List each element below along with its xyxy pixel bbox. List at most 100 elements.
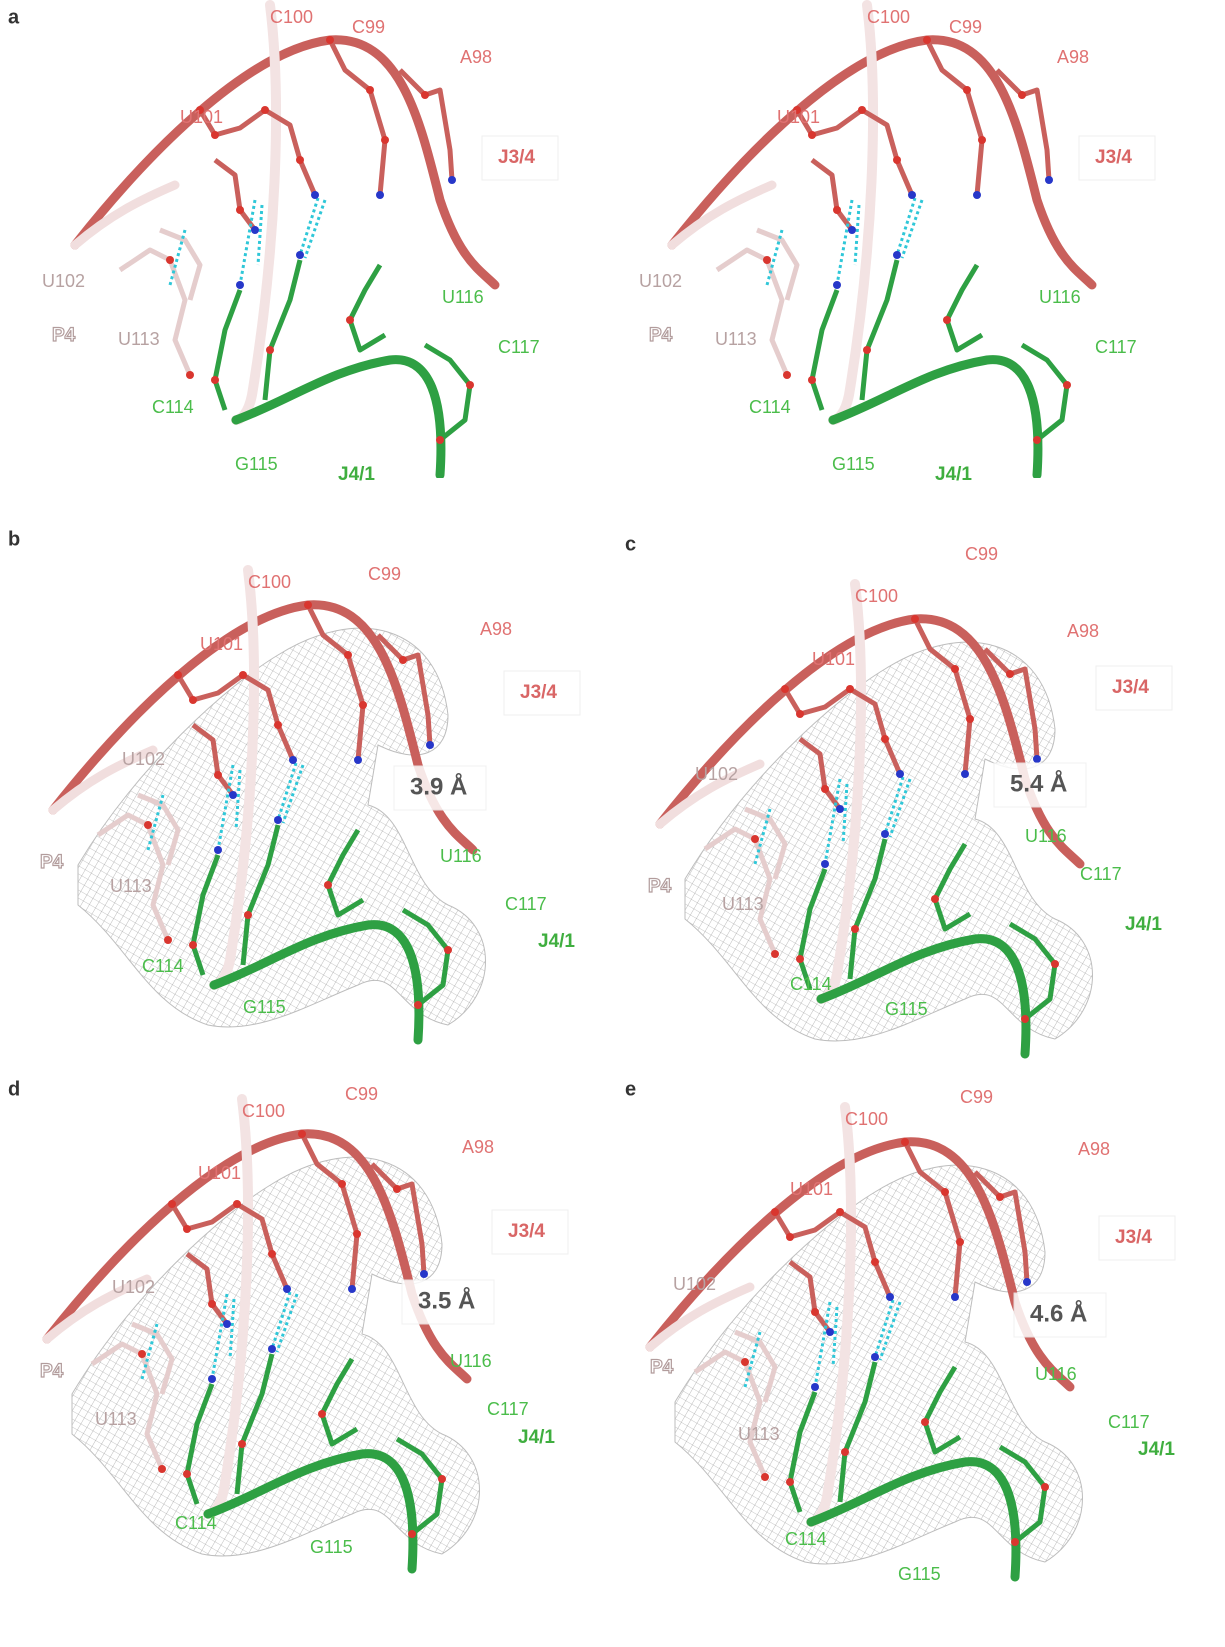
atom-nitrogen: [208, 1375, 216, 1383]
atom-nitrogen: [214, 846, 222, 854]
residue-label: P4: [40, 852, 64, 873]
residue-label: U116: [1025, 826, 1067, 846]
atom-nitrogen: [251, 226, 259, 234]
atom-oxygen: [893, 156, 901, 164]
atom-oxygen: [438, 1475, 446, 1483]
panel-letter: b: [8, 528, 20, 550]
atom-nitrogen: [376, 191, 384, 199]
atom-oxygen: [189, 941, 197, 949]
structure: [660, 584, 1093, 1054]
atom-oxygen: [138, 1350, 146, 1358]
atom-oxygen: [1033, 436, 1041, 444]
residue-stick: [717, 250, 787, 375]
residue-label: U116: [442, 287, 484, 307]
atom-oxygen: [846, 685, 854, 693]
atom-oxygen: [943, 316, 951, 324]
residue-stick: [215, 160, 255, 230]
atom-oxygen: [796, 955, 804, 963]
figure: a C100 C99 A98 U101 J3/4 U102 U116 P4 U113 C117 C11…: [0, 0, 1225, 1642]
residue-label: C100: [248, 572, 291, 592]
backbone-p4: [75, 185, 175, 245]
residue-label: C99: [960, 1087, 993, 1107]
residue-label: C100: [845, 1109, 888, 1129]
atom-oxygen: [1063, 381, 1071, 389]
atom-oxygen: [338, 1180, 346, 1188]
residue-label: J3/4: [1095, 147, 1132, 168]
atom-oxygen: [158, 1465, 166, 1473]
atom-oxygen: [851, 925, 859, 933]
residue-stick: [215, 290, 240, 410]
residue-label: C117: [1095, 337, 1137, 357]
residue-label: U116: [1039, 287, 1081, 307]
residue-label: C99: [345, 1084, 378, 1104]
residue-stick: [812, 160, 852, 230]
atom-oxygen: [783, 371, 791, 379]
residue-label: C114: [749, 397, 791, 417]
atom-oxygen: [268, 1250, 276, 1258]
atom-oxygen: [956, 1238, 964, 1246]
atom-oxygen: [763, 256, 771, 264]
residue-label: C117: [487, 1399, 529, 1419]
residue-label: C117: [498, 337, 540, 357]
atom-nitrogen: [223, 1320, 231, 1328]
atom-oxygen: [408, 1530, 416, 1538]
residue-label: J3/4: [1115, 1227, 1152, 1248]
atom-oxygen: [761, 1473, 769, 1481]
atom-oxygen: [931, 895, 939, 903]
body: a C100 C99 A98 U101 J3/4 U102 U116 P4 U113 C117 C11…: [0, 0, 1225, 1642]
residue-label: J4/1: [1125, 914, 1162, 935]
atom-oxygen: [836, 1208, 844, 1216]
residue-label: C117: [505, 894, 547, 914]
atom-oxygen: [786, 1478, 794, 1486]
residue-label: C114: [152, 397, 194, 417]
residue-label: G115: [898, 1564, 941, 1584]
structure: [587, 5, 1207, 518]
panel-letter: a: [8, 6, 20, 28]
residue-label: P4: [648, 876, 672, 897]
residue-label: C99: [352, 17, 385, 37]
atom-oxygen: [786, 1233, 794, 1241]
residue-label: U101: [790, 1179, 833, 1199]
atom-oxygen: [304, 601, 312, 609]
atom-nitrogen: [848, 226, 856, 234]
atom-nitrogen: [1033, 755, 1041, 763]
residue-label: A98: [460, 47, 492, 67]
residue-label: C100: [867, 7, 910, 27]
residue-label: G115: [885, 999, 928, 1019]
residue-label: U102: [112, 1277, 155, 1297]
atom-oxygen: [174, 671, 182, 679]
residue-label: G115: [235, 454, 278, 474]
atom-oxygen: [923, 36, 931, 44]
atom-oxygen: [381, 136, 389, 144]
residue-label: P4: [52, 325, 76, 346]
backbone-j34: [75, 40, 495, 285]
atom-oxygen: [144, 821, 152, 829]
residue-label: C114: [785, 1529, 827, 1549]
atom-nitrogen: [886, 1293, 894, 1301]
residue-label: J3/4: [520, 682, 557, 703]
residue-label: U116: [1035, 1364, 1077, 1384]
residue-label: C114: [175, 1513, 217, 1533]
atom-oxygen: [796, 710, 804, 718]
atom-oxygen: [741, 1358, 749, 1366]
residue-label: U102: [639, 271, 682, 291]
atom-oxygen: [164, 936, 172, 944]
atom-nitrogen: [311, 191, 319, 199]
panel-letter: c: [625, 533, 636, 555]
residue-label: C114: [790, 974, 832, 994]
residue-label: U113: [95, 1409, 137, 1429]
residue-label: P4: [40, 1361, 64, 1382]
atom-oxygen: [186, 371, 194, 379]
atom-oxygen: [298, 1130, 306, 1138]
residue-label: G115: [310, 1537, 353, 1557]
atom-oxygen: [183, 1225, 191, 1233]
atom-oxygen: [833, 206, 841, 214]
residue-label: U113: [110, 876, 152, 896]
atom-nitrogen: [348, 1285, 356, 1293]
atom-oxygen: [858, 106, 866, 114]
residue-label: U101: [200, 634, 243, 654]
atom-oxygen: [978, 136, 986, 144]
atom-nitrogen: [283, 1285, 291, 1293]
atom-oxygen: [414, 1001, 422, 1009]
atom-nitrogen: [426, 741, 434, 749]
